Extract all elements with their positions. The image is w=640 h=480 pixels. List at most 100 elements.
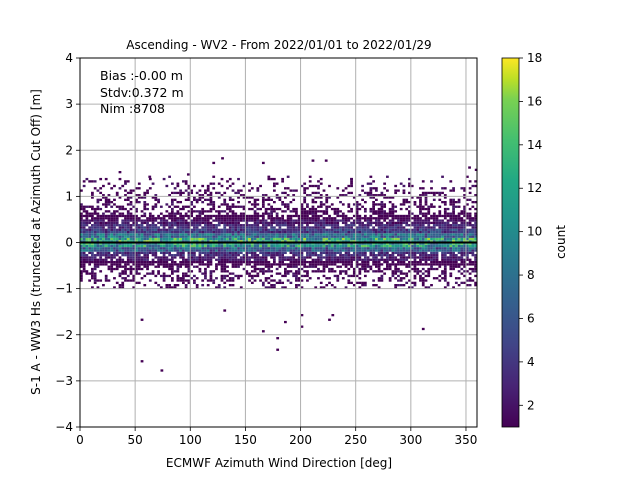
histogram-cell [115,265,119,268]
colorbar-tick-label: 14 [527,138,542,152]
histogram-cell [223,265,227,268]
histogram-cell [275,263,279,266]
histogram-cell [289,219,293,222]
histogram-cell [96,235,100,238]
histogram-cell [377,242,381,245]
histogram-cell [341,221,345,225]
histogram-cell [322,233,326,236]
histogram-cell [85,249,89,252]
histogram-cell [107,254,111,257]
histogram-cell [424,219,428,222]
histogram-cell [237,244,240,248]
histogram-cell [289,235,293,238]
histogram-cell [272,237,276,241]
histogram-cell [347,260,351,264]
histogram-cell [408,263,411,266]
histogram-cell [325,240,329,243]
histogram-cell [209,191,213,195]
histogram-cell [165,233,169,236]
histogram-cell [234,240,238,243]
histogram-cell [110,244,114,248]
histogram-cell [176,267,180,271]
histogram-cell [322,217,326,220]
histogram-cell [198,240,202,243]
histogram-cell [154,256,158,259]
histogram-cell [397,189,400,192]
histogram-cell [82,251,86,255]
histogram-cell [374,256,378,259]
histogram-cell [284,240,287,243]
histogram-cell [91,286,94,289]
histogram-cell [179,249,183,252]
histogram-cell [270,226,273,229]
histogram-cell [223,219,227,222]
histogram-cell [80,274,83,278]
histogram-cell [377,263,381,266]
histogram-cell [146,235,149,238]
histogram-cell [195,221,199,225]
histogram-cell [306,272,309,275]
histogram-cell [159,240,163,243]
histogram-cell [270,214,273,218]
histogram-cell [267,221,271,225]
histogram-cell [317,277,320,280]
histogram-cell [231,240,235,243]
histogram-cell [306,214,309,218]
histogram-cell [182,274,185,278]
histogram-cell [198,251,202,255]
histogram-cell [173,286,177,289]
histogram-cell [311,244,315,248]
histogram-cell [104,251,108,255]
histogram-cell [344,244,348,248]
histogram-cell [292,265,296,268]
histogram-cell [278,251,282,255]
histogram-cell [187,274,191,278]
histogram-cell [154,217,158,220]
histogram-cell [256,189,260,192]
histogram-cell [256,221,260,225]
histogram-cell [267,228,271,231]
histogram-cell [317,235,320,238]
histogram-cell [126,244,130,248]
histogram-cell [223,198,227,201]
histogram-cell [408,242,411,245]
histogram-cell [397,254,400,257]
histogram-cell [162,251,166,255]
histogram-cell [135,254,138,257]
histogram-cell [259,267,262,271]
histogram-cell [231,284,235,287]
histogram-cell [115,221,119,225]
histogram-cell [275,224,279,227]
histogram-cell [363,258,367,261]
histogram-cell [474,214,477,218]
histogram-cell [333,226,337,229]
histogram-cell [471,217,475,220]
histogram-cell [198,233,202,236]
histogram-cell [88,258,92,261]
histogram-cell [176,254,180,257]
histogram-cell [438,205,442,208]
histogram-cell [286,270,290,273]
histogram-cell [306,233,309,236]
histogram-cell [242,244,246,248]
histogram-cell [275,221,279,225]
histogram-cell [446,228,450,231]
histogram-cell [121,219,125,222]
histogram-cell [187,281,191,285]
histogram-cell [336,249,340,252]
histogram-cell [449,219,453,222]
histogram-cell [223,203,227,206]
histogram-cell [135,267,138,271]
histogram-cell [388,263,392,266]
histogram-cell [82,214,86,218]
histogram-cell [217,191,221,195]
histogram-cell [179,200,183,204]
histogram-cell [82,254,86,257]
histogram-cell [361,263,364,266]
histogram-cell [187,224,191,227]
histogram-cell [151,196,155,199]
histogram-cell [361,247,364,250]
histogram-cell [314,219,318,222]
histogram-cell [278,281,282,285]
histogram-cell [297,242,301,245]
